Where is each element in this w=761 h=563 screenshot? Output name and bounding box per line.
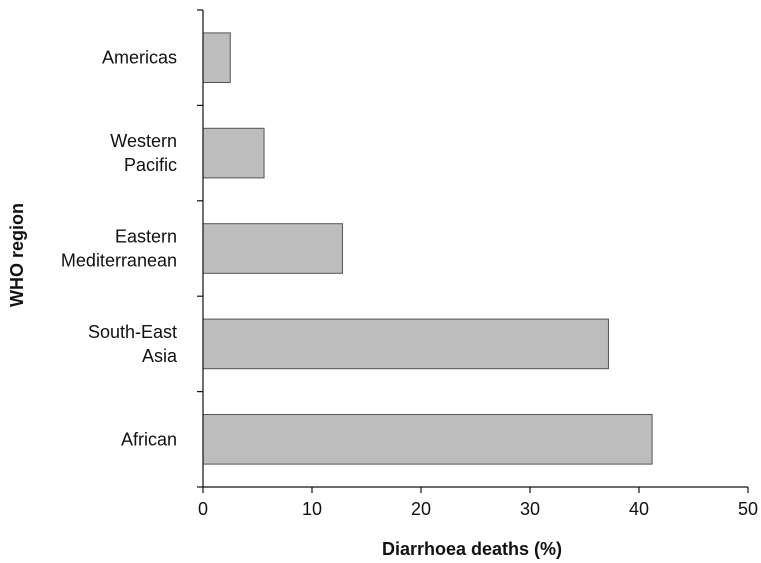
- x-axis-title: Diarrhoea deaths (%): [382, 539, 562, 559]
- category-label-line: Asia: [142, 346, 178, 366]
- x-tick-label-3: 30: [520, 499, 540, 519]
- y-axis-title: WHO region: [7, 203, 27, 307]
- bar-4: [202, 413, 653, 465]
- labels-layer: 0 10 20 30 40 50 Americas Western Pacific Eastern…: [61, 48, 758, 519]
- category-label-4: African: [121, 429, 177, 449]
- x-tick-label-2: 20: [411, 499, 431, 519]
- category-label-line: South-East: [88, 322, 177, 342]
- bar-1: [202, 127, 265, 179]
- category-label-line: Eastern: [115, 227, 177, 247]
- x-tick-label-1: 10: [302, 499, 322, 519]
- bar-0: [202, 32, 231, 84]
- category-label-1: Western Pacific: [110, 131, 177, 175]
- axes-layer: [197, 9, 749, 493]
- category-label-0: Americas: [102, 48, 177, 68]
- x-tick-label-5: 50: [738, 499, 758, 519]
- category-label-line: African: [121, 429, 177, 449]
- category-label-2: Eastern Mediterranean: [61, 227, 177, 271]
- bars-layer: [202, 32, 653, 465]
- category-label-3: South-East Asia: [88, 322, 178, 366]
- bar-3: [202, 318, 609, 370]
- category-label-line: Western: [110, 131, 177, 151]
- category-label-line: Mediterranean: [61, 251, 177, 271]
- category-label-line: Americas: [102, 48, 177, 68]
- bar-2: [202, 223, 344, 274]
- category-label-line: Pacific: [124, 155, 177, 175]
- x-tick-label-4: 40: [629, 499, 649, 519]
- x-tick-label-0: 0: [198, 499, 208, 519]
